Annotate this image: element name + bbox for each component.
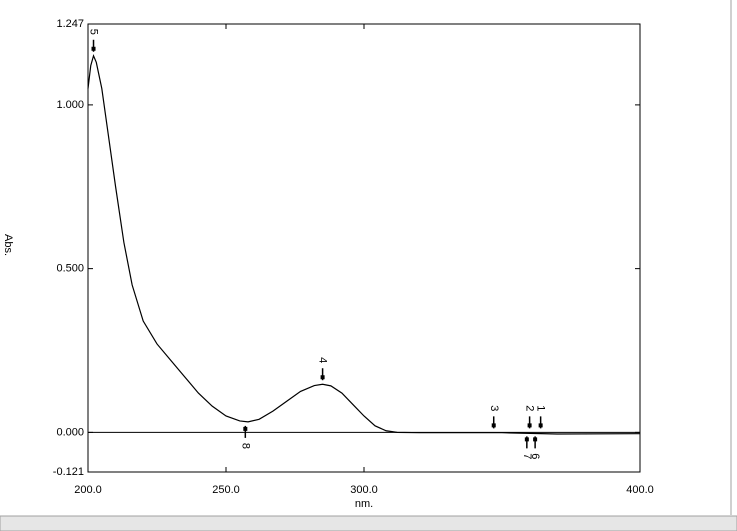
peak-marker-head [320,375,325,380]
y-tick-label: -0.121 [53,466,84,478]
peak-marker-head [524,437,529,442]
x-tick-label: 300.0 [350,484,378,496]
peak-label: 2 [524,405,536,411]
peak-label: 7 [521,453,533,459]
y-axis-label: Abs. [2,234,14,256]
status-bar [0,515,737,531]
y-tick-label: 0.000 [56,426,84,438]
peak-marker-head [491,423,496,428]
y-tick-label: 1.000 [56,99,84,111]
peak-label: 3 [488,405,500,411]
x-axis-label: nm. [355,498,373,510]
peak-marker-head [91,46,96,51]
peak-marker-head [243,426,248,431]
peak-label: 4 [317,357,329,363]
y-tick-label: 1.247 [56,18,84,30]
peak-marker-head [533,437,538,442]
x-tick-label: 200.0 [74,484,102,496]
peak-marker-head [538,423,543,428]
x-tick-label: 250.0 [212,484,240,496]
spectrum-line [87,53,641,435]
x-tick-label: 400.0 [626,484,654,496]
y-tick-label: 0.500 [56,263,84,275]
peak-label: 1 [535,405,547,411]
peak-label: 5 [88,29,100,35]
peak-marker-head [527,423,532,428]
peak-label: 6 [529,453,541,459]
peak-label: 8 [239,443,251,449]
